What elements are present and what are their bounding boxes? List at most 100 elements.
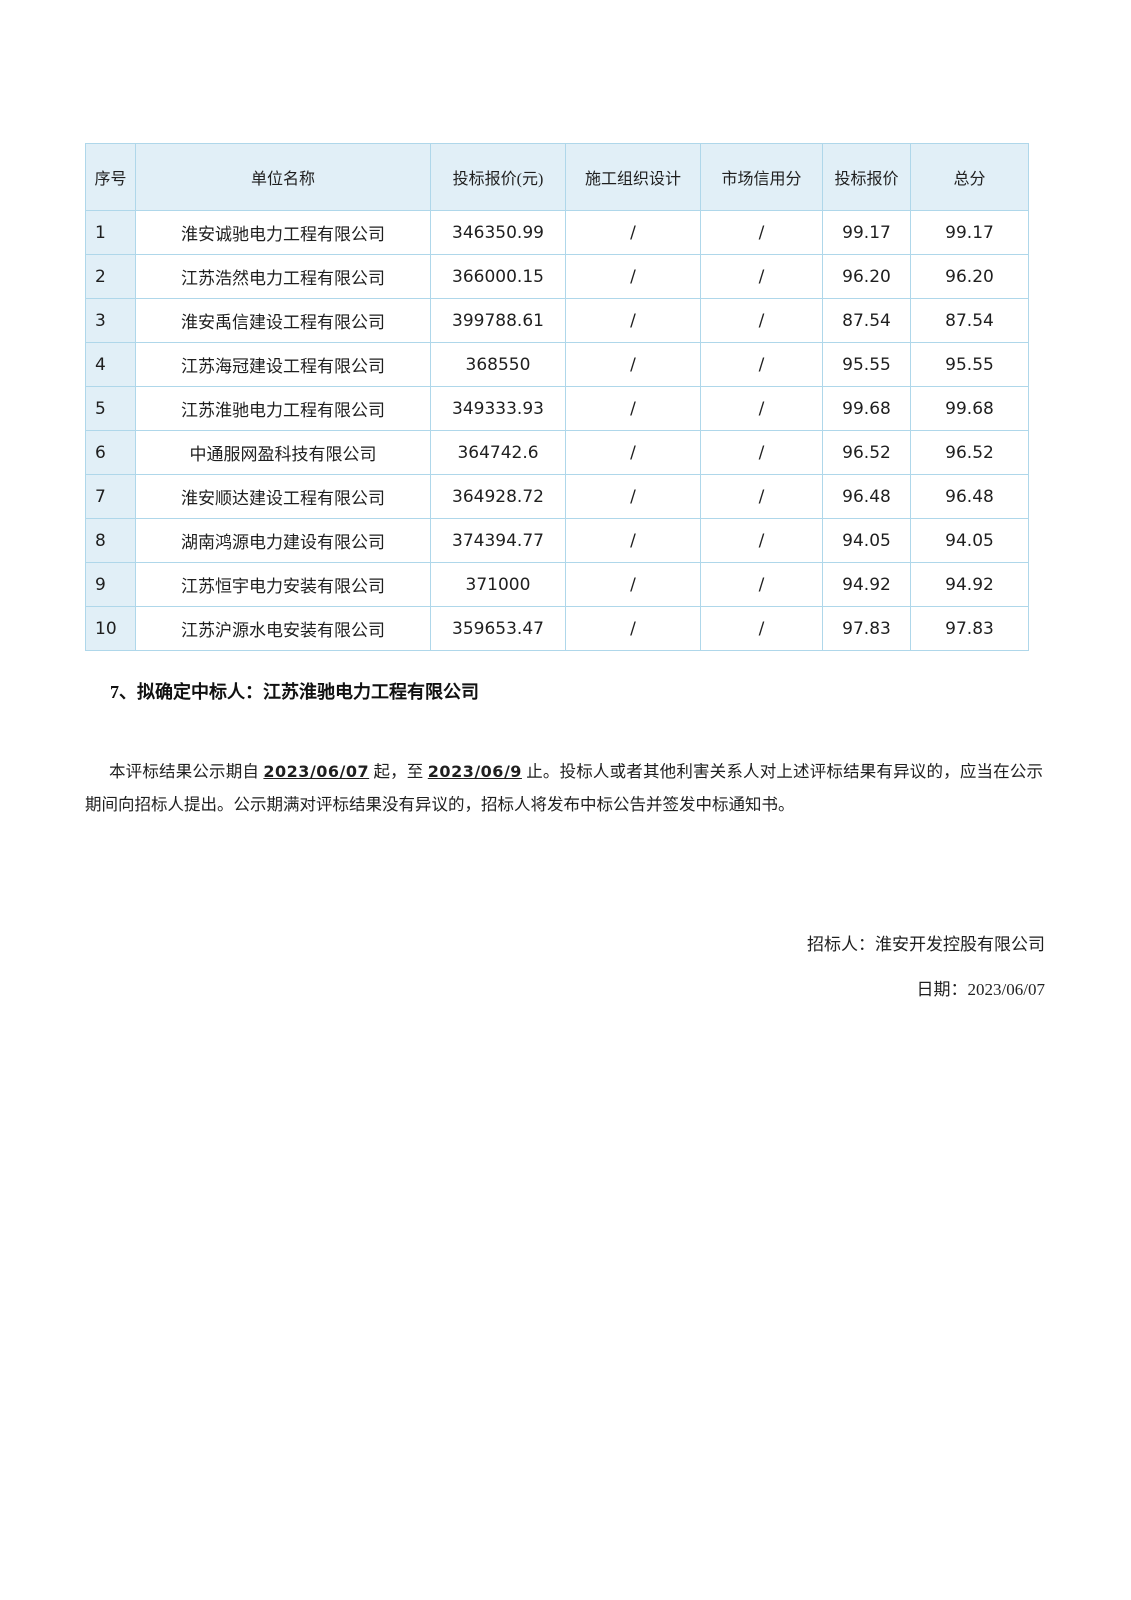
cell-index: 8 xyxy=(85,518,136,563)
date-emphasis: 2023/06/07 xyxy=(263,762,370,781)
table-row: 6 中通服网盈科技有限公司 364742.6//96.52 96.52 xyxy=(85,430,1029,475)
cell-value: / xyxy=(700,606,823,651)
cell-company-name: 江苏浩然电力工程有限公司 xyxy=(135,254,431,299)
winner-heading: 7、拟确定中标人：江苏淮驰电力工程有限公司 xyxy=(110,682,479,702)
cell-value: / xyxy=(565,210,701,255)
cell-value: 368550 xyxy=(430,342,566,387)
table-row: 10 江苏沪源水电安装有限公司 359653.47//97.83 97.83 xyxy=(85,606,1029,651)
header-cell-0: 序号 xyxy=(85,143,136,211)
cell-company-name: 江苏淮驰电力工程有限公司 xyxy=(135,386,431,431)
table-row: 4 江苏海冠建设工程有限公司 368550//95.55 95.55 xyxy=(85,342,1029,387)
publicity-notice: 本评标结果公示期自 2023/06/07 起，至 2023/06/9 止。投标人… xyxy=(85,755,1043,821)
cell-value: / xyxy=(565,562,701,607)
cell-company-name: 湖南鸿源电力建设有限公司 xyxy=(135,518,431,563)
cell-index: 6 xyxy=(85,430,136,475)
notice-text: 本评标结果公示期自 xyxy=(109,762,264,781)
notice-text: 起，至 xyxy=(369,762,428,781)
cell-value: 349333.93 xyxy=(430,386,566,431)
cell-value: 96.52 xyxy=(910,430,1029,475)
cell-value: 364928.72 xyxy=(430,474,566,519)
cell-value: / xyxy=(565,254,701,299)
cell-value: 97.83 xyxy=(822,606,911,651)
cell-value: / xyxy=(700,474,823,519)
cell-company-name: 江苏沪源水电安装有限公司 xyxy=(135,606,431,651)
cell-value: / xyxy=(565,298,701,343)
cell-value: 95.55 xyxy=(910,342,1029,387)
header-cell-2: 投标报价(元) xyxy=(430,143,566,211)
cell-index: 1 xyxy=(85,210,136,255)
cell-value: / xyxy=(565,430,701,475)
table-row: 2 江苏浩然电力工程有限公司 366000.15//96.20 96.20 xyxy=(85,254,1029,299)
cell-value: 96.20 xyxy=(822,254,911,299)
cell-index: 10 xyxy=(85,606,136,651)
cell-value: 99.17 xyxy=(822,210,911,255)
table-body: 1 淮安诚驰电力工程有限公司 346350.99//99.17 99.17 2 江苏浩然电… xyxy=(85,210,1029,651)
cell-value: 99.68 xyxy=(822,386,911,431)
date-emphasis: 2023/06/9 xyxy=(427,762,522,781)
cell-value: 366000.15 xyxy=(430,254,566,299)
cell-value: 96.20 xyxy=(910,254,1029,299)
cell-value: / xyxy=(700,386,823,431)
cell-value: / xyxy=(700,518,823,563)
header-cell-6: 总分 xyxy=(910,143,1029,211)
cell-value: / xyxy=(700,430,823,475)
cell-company-name: 江苏恒宇电力安装有限公司 xyxy=(135,562,431,607)
cell-value: 399788.61 xyxy=(430,298,566,343)
evaluation-results-table: 序号 单位名称 投标报价(元) 施工组织设计 市场信用分 投标报价 总分 1 淮安诚驰电力工程… xyxy=(85,143,1029,651)
cell-value: 96.48 xyxy=(910,474,1029,519)
table-row: 1 淮安诚驰电力工程有限公司 346350.99//99.17 99.17 xyxy=(85,210,1029,255)
cell-value: 97.83 xyxy=(910,606,1029,651)
cell-value: 371000 xyxy=(430,562,566,607)
table-row: 7 淮安顺达建设工程有限公司 364928.72//96.48 96.48 xyxy=(85,474,1029,519)
cell-value: / xyxy=(565,606,701,651)
cell-company-name: 淮安顺达建设工程有限公司 xyxy=(135,474,431,519)
cell-value: 364742.6 xyxy=(430,430,566,475)
cell-value: 99.17 xyxy=(910,210,1029,255)
header-cell-3: 施工组织设计 xyxy=(565,143,701,211)
table-row: 3 淮安禹信建设工程有限公司 399788.61//87.54 87.54 xyxy=(85,298,1029,343)
cell-value: 96.48 xyxy=(822,474,911,519)
header-cell-4: 市场信用分 xyxy=(700,143,823,211)
table-row: 5 江苏淮驰电力工程有限公司 349333.93//99.68 99.68 xyxy=(85,386,1029,431)
table-header-row: 序号 单位名称 投标报价(元) 施工组织设计 市场信用分 投标报价 总分 xyxy=(85,143,1029,211)
cell-index: 7 xyxy=(85,474,136,519)
cell-value: 95.55 xyxy=(822,342,911,387)
cell-value: 87.54 xyxy=(822,298,911,343)
header-cell-5: 投标报价 xyxy=(822,143,911,211)
cell-index: 9 xyxy=(85,562,136,607)
cell-value: / xyxy=(700,342,823,387)
cell-company-name: 淮安禹信建设工程有限公司 xyxy=(135,298,431,343)
cell-index: 2 xyxy=(85,254,136,299)
notice-text: 止。投标人或者其他利害关系人对上述评标结果有异议的，应当在公示期间向招标人提出。… xyxy=(85,762,1044,814)
cell-value: 94.92 xyxy=(822,562,911,607)
cell-company-name: 中通服网盈科技有限公司 xyxy=(135,430,431,475)
cell-value: 87.54 xyxy=(910,298,1029,343)
cell-company-name: 江苏海冠建设工程有限公司 xyxy=(135,342,431,387)
cell-value: 94.92 xyxy=(910,562,1029,607)
cell-value: 99.68 xyxy=(910,386,1029,431)
cell-value: 346350.99 xyxy=(430,210,566,255)
date-line: 日期：2023/06/07 xyxy=(916,980,1045,999)
cell-index: 4 xyxy=(85,342,136,387)
cell-value: / xyxy=(700,254,823,299)
cell-value: 374394.77 xyxy=(430,518,566,563)
cell-value: / xyxy=(565,342,701,387)
cell-value: / xyxy=(565,386,701,431)
cell-company-name: 淮安诚驰电力工程有限公司 xyxy=(135,210,431,255)
cell-value: 94.05 xyxy=(822,518,911,563)
bidder-signature-line: 招标人：淮安开发控股有限公司 xyxy=(807,935,1045,954)
table-row: 8 湖南鸿源电力建设有限公司 374394.77//94.05 94.05 xyxy=(85,518,1029,563)
header-cell-1: 单位名称 xyxy=(135,143,431,211)
cell-value: / xyxy=(700,298,823,343)
table-row: 9 江苏恒宇电力安装有限公司 371000//94.92 94.92 xyxy=(85,562,1029,607)
cell-value: 94.05 xyxy=(910,518,1029,563)
cell-value: 96.52 xyxy=(822,430,911,475)
cell-index: 3 xyxy=(85,298,136,343)
cell-index: 5 xyxy=(85,386,136,431)
cell-value: / xyxy=(565,518,701,563)
cell-value: 359653.47 xyxy=(430,606,566,651)
cell-value: / xyxy=(700,210,823,255)
cell-value: / xyxy=(565,474,701,519)
cell-value: / xyxy=(700,562,823,607)
